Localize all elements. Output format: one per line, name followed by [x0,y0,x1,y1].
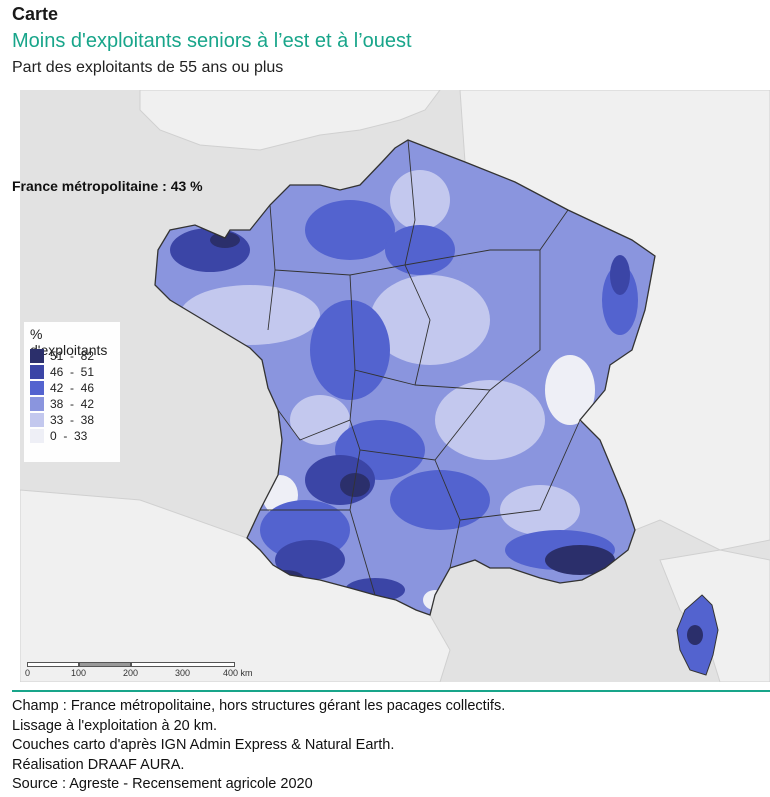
footer-line: Réalisation DRAAF AURA. [12,756,185,773]
legend-title: % d'exploitants [30,326,108,358]
legend-label: 46 - 51 [50,365,95,379]
map-canvas [20,90,770,682]
legend-label: 42 - 46 [50,381,95,395]
footer-line: Champ : France métropolitaine, hors stru… [12,698,506,714]
legend-item: 46 - 51 [30,364,94,380]
legend-swatch [30,413,44,427]
footer-line: Lissage à l'exploitation à 20 km. [12,717,218,734]
scale-tick: 200 [123,668,139,678]
footer-line: Source : Agreste - Recensement agricole … [12,776,313,792]
figure-subtitle: Part des exploitants de 55 ans ou plus [12,59,284,76]
scale-tick: 100 [71,668,87,678]
france-outline [154,139,656,616]
legend-item: 42 - 46 [30,380,94,396]
footer-notes: Champ : France métropolitaine, hors stru… [12,697,505,795]
legend-label: 0 - 33 [50,429,88,443]
legend-swatch [30,397,44,411]
legend-swatch [30,381,44,395]
scale-tick: 300 [175,668,191,678]
legend-label: 33 - 38 [50,413,95,427]
legend-label: 38 - 42 [50,397,95,411]
figure-kicker: Carte [12,4,59,24]
scale-segment [131,662,235,667]
scale-bar: 0 100 200 300 400 km [25,662,267,680]
map-legend: % d'exploitants 51 - 82 46 - 51 42 - 46 … [24,322,120,462]
legend-swatch [30,365,44,379]
legend-swatch [30,429,44,443]
uk-landmass [139,90,441,151]
footer-divider [12,690,770,692]
figure-title: Moins d'exploitants seniors à l’est et à… [12,30,412,52]
legend-item: 51 - 82 [30,348,94,364]
scale-tick: 0 [25,668,31,678]
legend-item: 0 - 33 [30,428,87,444]
scale-segment [27,662,79,667]
region-borders [260,139,581,596]
france-map [20,90,770,682]
national-average: France métropolitaine : 43 % [12,178,203,194]
legend-label: 51 - 82 [50,349,95,363]
legend-swatch [30,349,44,363]
footer-line: Couches carto d'après IGN Admin Express … [12,737,395,753]
legend-item: 38 - 42 [30,396,94,412]
scale-segment [79,662,131,667]
scale-tick: 400 km [223,668,253,678]
legend-item: 33 - 38 [30,412,94,428]
